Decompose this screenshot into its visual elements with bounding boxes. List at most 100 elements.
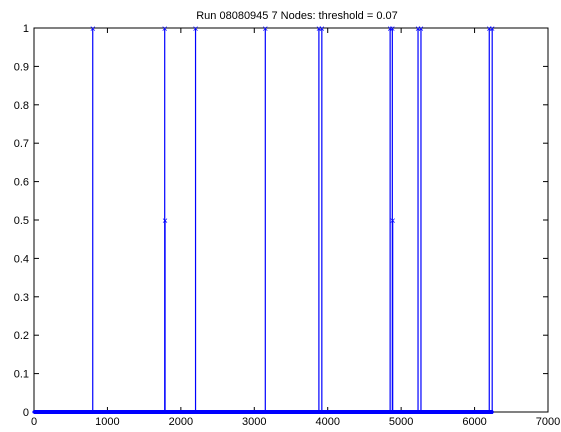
baseline-marker (182, 410, 186, 414)
spike-marker: × (262, 24, 268, 35)
baseline-marker (243, 410, 248, 414)
y-tick-label: 0.7 (14, 138, 29, 150)
baseline-marker (434, 410, 438, 414)
baseline-marker (176, 410, 180, 414)
baseline-marker (361, 410, 365, 414)
baseline-marker (141, 410, 145, 414)
baseline-marker (52, 410, 57, 414)
baseline-marker (255, 410, 259, 414)
baseline-marker (276, 410, 280, 414)
baseline-marker (55, 410, 60, 414)
baseline-marker (220, 410, 224, 414)
baseline-marker (155, 410, 159, 414)
baseline-marker (238, 410, 242, 414)
baseline-marker (79, 410, 83, 414)
baseline-marker (452, 410, 456, 414)
baseline-marker (152, 410, 157, 414)
baseline-marker (252, 410, 256, 414)
spike-marker: × (162, 216, 168, 227)
baseline-marker (399, 410, 403, 414)
baseline-marker (102, 410, 107, 414)
baseline-marker (472, 410, 477, 414)
baseline-marker (161, 410, 165, 414)
baseline-marker (358, 410, 362, 414)
baseline-marker (411, 410, 415, 414)
baseline-marker (296, 410, 300, 414)
baseline-marker (428, 410, 433, 414)
baseline-marker (120, 410, 124, 414)
baseline-marker (123, 410, 127, 414)
baseline-marker (440, 410, 444, 414)
y-tick-label: 1 (23, 23, 29, 35)
baseline-marker (199, 410, 204, 414)
baseline-marker (67, 410, 71, 414)
baseline-marker (384, 410, 389, 414)
baseline-marker (308, 410, 312, 414)
baseline-marker (35, 410, 39, 414)
baseline-marker (249, 410, 253, 414)
baseline-marker (302, 410, 306, 414)
x-tick-label: 7000 (536, 416, 560, 427)
baseline-marker (340, 410, 344, 414)
baseline-marker (50, 410, 54, 414)
baseline-marker (329, 410, 333, 414)
x-tick-label: 6000 (462, 416, 486, 427)
baseline-marker (44, 410, 48, 414)
baseline-marker (82, 410, 86, 414)
baseline-marker (202, 410, 206, 414)
baseline-marker (47, 410, 51, 414)
baseline-marker (85, 410, 89, 414)
baseline-marker (290, 410, 295, 414)
chart-title: Run 08080945 7 Nodes: threshold = 0.07 (196, 10, 398, 22)
baseline-marker (226, 410, 230, 414)
spike-marker: × (319, 24, 325, 35)
baseline-marker (437, 410, 441, 414)
baseline-marker (73, 410, 77, 414)
baseline-marker (273, 410, 277, 414)
x-tick-label: 1000 (95, 416, 119, 427)
baseline-marker (405, 410, 409, 414)
baseline-marker (305, 410, 309, 414)
baseline-marker (355, 410, 359, 414)
baseline-marker (167, 410, 171, 414)
y-tick-label: 0.9 (14, 61, 29, 73)
baseline-marker (334, 410, 339, 414)
baseline-marker (114, 410, 118, 414)
baseline-marker (223, 410, 227, 414)
baseline-marker (364, 410, 368, 414)
baseline-marker (211, 410, 215, 414)
baseline-marker (311, 410, 315, 414)
baseline-marker (97, 410, 101, 414)
spike-marker: × (486, 24, 492, 35)
baseline-marker (449, 410, 453, 414)
baseline-marker (258, 410, 262, 414)
baseline-marker (261, 410, 265, 414)
baseline-marker (475, 410, 480, 414)
baseline-marker (270, 410, 274, 414)
y-tick-label: 0.8 (14, 100, 29, 112)
baseline-marker (396, 410, 400, 414)
x-tick-label: 4000 (315, 416, 339, 427)
baseline-marker (88, 410, 92, 414)
baseline-marker (179, 410, 183, 414)
baseline-marker (188, 410, 192, 414)
y-tick-label: 0.1 (14, 369, 29, 381)
baseline-marker (267, 410, 271, 414)
baseline-marker (117, 410, 121, 414)
baseline-marker (61, 410, 65, 414)
baseline-marker (349, 410, 353, 414)
baseline-marker (279, 410, 283, 414)
baseline-marker (76, 410, 80, 414)
spike-marker: × (418, 24, 424, 35)
y-tick-label: 0.2 (14, 330, 29, 342)
baseline-marker (461, 410, 465, 414)
baseline-marker (423, 410, 427, 414)
baseline-marker (470, 410, 474, 414)
baseline-marker (196, 410, 201, 414)
spike-marker: × (90, 24, 96, 35)
baseline-marker (484, 410, 488, 414)
baseline-marker (32, 410, 36, 414)
baseline-marker (70, 410, 74, 414)
